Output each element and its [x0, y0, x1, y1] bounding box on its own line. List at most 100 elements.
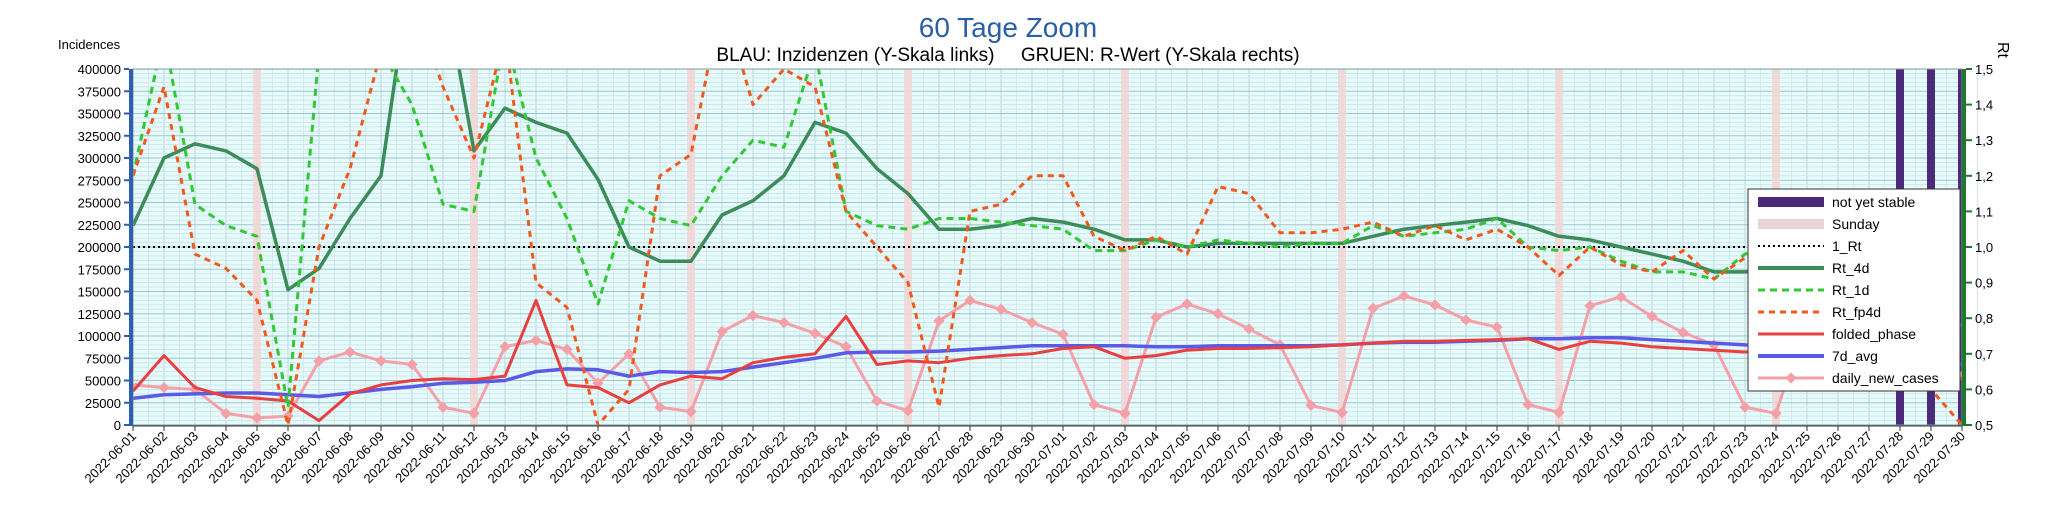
y-axis-left-label: Incidences	[58, 37, 121, 52]
y-tick-label-right: 1,5	[1975, 62, 1993, 77]
y-tick-label-right: 0,6	[1975, 382, 1993, 397]
legend-item-rt-1d: Rt_1d	[1758, 282, 1869, 298]
data-point-daily_new_cases	[964, 294, 976, 307]
legend-label: daily_new_cases	[1832, 370, 1939, 386]
data-point-daily_new_cases	[995, 303, 1007, 315]
data-point-daily_new_cases	[561, 343, 573, 356]
data-point-daily_new_cases	[747, 309, 759, 322]
sunday-band	[687, 69, 695, 425]
legend-label: Rt_4d	[1832, 260, 1869, 276]
y-tick-label-left: 175000	[78, 262, 121, 277]
legend-swatch	[1758, 197, 1824, 207]
legend-item-1-rt: 1_Rt	[1758, 238, 1862, 254]
legend-item-7d-avg: 7d_avg	[1758, 348, 1878, 364]
chart-title: 60 Tage Zoom	[919, 12, 1098, 43]
y-tick-label-right: 0,5	[1975, 418, 1993, 433]
data-point-daily_new_cases	[1367, 302, 1379, 315]
y-tick-label-right: 0,7	[1975, 347, 1993, 362]
data-point-daily_new_cases	[933, 315, 945, 327]
data-point-daily_new_cases	[685, 405, 697, 418]
y-tick-label-left: 325000	[78, 129, 121, 144]
y-tick-label-right: 1,0	[1975, 240, 1993, 255]
data-point-daily_new_cases	[1615, 291, 1627, 303]
data-point-daily_new_cases	[1212, 308, 1224, 320]
legend-item-not-yet-stable: not yet stable	[1758, 194, 1915, 210]
plot-area: 0 25000 50000 75000 100000 125000 150000 175000…	[78, 62, 1993, 486]
data-point-daily_new_cases	[313, 355, 325, 367]
data-point-daily_new_cases	[158, 381, 170, 394]
legend-label: folded_phase	[1832, 326, 1916, 342]
data-point-daily_new_cases	[468, 407, 480, 420]
y-tick-label-left: 350000	[78, 107, 121, 122]
y-tick-label-left: 150000	[78, 285, 121, 300]
data-point-daily_new_cases	[1584, 300, 1596, 312]
series-line-Rt_1d	[133, 69, 1962, 409]
data-point-daily_new_cases	[499, 341, 511, 353]
legend-label: Sunday	[1832, 216, 1879, 232]
data-point-daily_new_cases	[1119, 407, 1131, 420]
y-tick-label-left: 375000	[78, 84, 121, 99]
series-line-daily_new_cases	[133, 294, 1962, 420]
data-point-daily_new_cases	[1553, 406, 1565, 419]
data-point-daily_new_cases	[1057, 328, 1069, 340]
y-tick-label-right: 0,9	[1975, 276, 1993, 291]
data-point-daily_new_cases	[406, 358, 418, 371]
legend-swatch	[1758, 219, 1824, 229]
y-tick-label-left: 300000	[78, 151, 121, 166]
data-point-daily_new_cases	[1646, 310, 1658, 323]
data-point-daily_new_cases	[220, 407, 232, 420]
y-tick-label-right: 1,2	[1975, 169, 1993, 184]
y-tick-label-right: 0,8	[1975, 311, 1993, 326]
data-point-daily_new_cases	[654, 401, 666, 413]
legend-label: Rt_1d	[1832, 282, 1869, 298]
legend-item-sunday: Sunday	[1758, 216, 1879, 232]
y-tick-label-left: 200000	[78, 240, 121, 255]
y-tick-label-left: 275000	[78, 173, 121, 188]
legend-item-daily-new-cases: daily_new_cases	[1758, 370, 1939, 386]
data-point-daily_new_cases	[1088, 398, 1100, 411]
data-point-daily_new_cases	[1305, 399, 1317, 412]
data-point-daily_new_cases	[1491, 321, 1503, 333]
data-point-daily_new_cases	[1026, 316, 1038, 329]
data-point-daily_new_cases	[623, 348, 635, 360]
y-tick-label-left: 125000	[78, 307, 121, 322]
series-line-7d_avg	[133, 336, 1962, 401]
data-point-daily_new_cases	[809, 327, 821, 339]
sunday-band	[1338, 69, 1346, 425]
data-point-daily_new_cases	[716, 325, 728, 338]
data-point-daily_new_cases	[1398, 290, 1410, 302]
data-point-daily_new_cases	[778, 316, 790, 329]
y-tick-label-left: 25000	[85, 396, 121, 411]
data-point-daily_new_cases	[1739, 401, 1751, 413]
legend-item-rt-fp4d: Rt_fp4d	[1758, 304, 1881, 320]
legend-item-rt-4d: Rt_4d	[1758, 260, 1869, 276]
y-tick-label-left: 50000	[85, 374, 121, 389]
legend-item-folded-phase: folded_phase	[1758, 326, 1916, 342]
data-point-daily_new_cases	[375, 355, 387, 367]
data-point-daily_new_cases	[1460, 314, 1472, 326]
data-point-daily_new_cases	[840, 341, 852, 353]
data-point-daily_new_cases	[1522, 398, 1534, 411]
legend-label: Rt_fp4d	[1832, 304, 1881, 320]
data-point-daily_new_cases	[1181, 298, 1193, 310]
data-point-daily_new_cases	[437, 401, 449, 413]
series-line-Rt_4d	[133, 69, 1962, 328]
y-tick-label-left: 400000	[78, 62, 121, 77]
y-tick-label-left: 75000	[85, 351, 121, 366]
data-point-daily_new_cases	[1677, 326, 1689, 339]
y-tick-label-right: 1,4	[1975, 98, 1993, 113]
y-tick-label-left: 0	[114, 418, 121, 433]
y-tick-label-left: 250000	[78, 196, 121, 211]
data-point-daily_new_cases	[1770, 407, 1782, 420]
data-point-daily_new_cases	[1243, 323, 1255, 335]
data-point-daily_new_cases	[902, 405, 914, 417]
y-tick-label-left: 100000	[78, 329, 121, 344]
legend-marker	[1785, 372, 1797, 384]
data-point-daily_new_cases	[871, 395, 883, 407]
series-line-folded_phase	[133, 298, 1962, 423]
y-tick-label-right: 1,1	[1975, 204, 1993, 219]
data-point-daily_new_cases	[344, 346, 356, 358]
legend: not yet stable Sunday 1_Rt Rt_4d Rt_1d Rt_fp4…	[1747, 188, 1961, 392]
y-tick-label-right: 1,3	[1975, 133, 1993, 148]
